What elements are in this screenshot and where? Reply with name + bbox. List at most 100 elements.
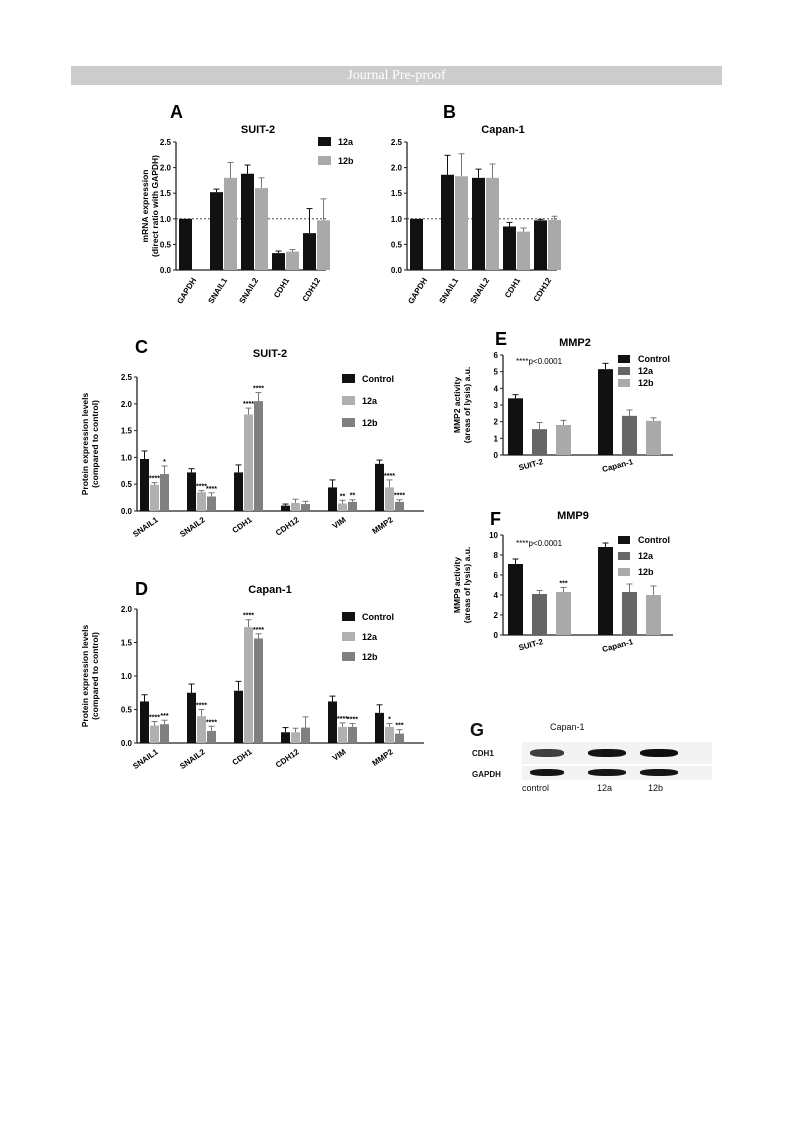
y-tick-label: 0.5 (160, 240, 172, 249)
bar (160, 724, 169, 743)
y-tick-label: 1.5 (391, 189, 403, 198)
chart-title: Capan-1 (481, 124, 524, 136)
bar (472, 177, 485, 270)
legend-swatch (618, 536, 630, 544)
significance-label: *** (160, 713, 168, 720)
blot-row-label-gapdh: GAPDH (472, 770, 501, 779)
chart-title: MMP2 (559, 337, 591, 349)
significance-label: *** (559, 581, 567, 588)
legend-label: Control (638, 535, 670, 545)
bar (187, 692, 196, 743)
significance-label: **** (196, 484, 207, 491)
y-tick-label: 1.0 (391, 215, 403, 224)
bar (348, 726, 357, 743)
y-tick-label: 1.5 (121, 639, 133, 648)
y-tick-label: 0.5 (391, 240, 403, 249)
bar (646, 595, 661, 635)
category-label: Capan-1 (601, 457, 634, 474)
blot-band (530, 769, 564, 776)
bar (598, 369, 613, 455)
legend-label: Control (362, 374, 394, 384)
blot-row-label-cdh1: CDH1 (472, 749, 494, 758)
panel-label-b: B (443, 102, 456, 122)
bar (272, 253, 285, 270)
bar (441, 174, 454, 270)
bar (140, 459, 149, 511)
blot-band (640, 769, 678, 776)
panel-label-f: F (490, 509, 501, 529)
bar (303, 233, 316, 270)
y-tick-label: 4 (494, 591, 499, 600)
category-label: Capan-1 (601, 637, 634, 654)
bar (140, 701, 149, 743)
bar (328, 701, 337, 743)
chart-panel-c: C SUIT-2 0.0 0.5 1.0 1.5 2.0 2.5 Protein express… (80, 337, 424, 539)
blot-band (588, 769, 626, 776)
y-tick-label: 2.5 (160, 138, 172, 147)
legend-swatch (342, 418, 355, 427)
y-axis-label-line: Protein expression levels (80, 624, 90, 727)
bar (317, 220, 330, 270)
legend-swatch (342, 396, 355, 405)
legend-label: 12a (362, 632, 378, 642)
significance-label: **** (337, 716, 348, 723)
blot-band (588, 749, 626, 757)
bar (532, 429, 547, 455)
legend-label: 12a (362, 396, 378, 406)
y-axis-label-line: MMP9 activity (452, 557, 462, 613)
bar (385, 726, 394, 743)
category-label: SNAIL2 (178, 747, 207, 771)
y-tick-label: 2 (494, 418, 499, 427)
bar (338, 726, 347, 743)
significance-label: **** (149, 715, 160, 722)
y-tick-label: 2.0 (391, 164, 403, 173)
chart-title: Capan-1 (248, 584, 291, 596)
y-tick-label: 0 (494, 631, 499, 640)
legend-label: 12b (362, 652, 378, 662)
bar (254, 401, 263, 511)
significance-label: **** (206, 486, 217, 493)
y-tick-label: 3 (494, 401, 499, 410)
y-tick-label: 8 (494, 551, 499, 560)
bar (486, 177, 499, 270)
legend-swatch (342, 612, 355, 621)
bar (179, 218, 192, 270)
bar (150, 725, 159, 743)
panel-label-g: G (470, 720, 485, 740)
significance-label: **** (253, 386, 264, 393)
chart-panel-e: E MMP2 0 1 2 3 4 5 6 MMP2 activity (areas of lysis… (452, 329, 673, 474)
bar (622, 415, 637, 455)
y-tick-label: 6 (494, 351, 499, 360)
bar (207, 730, 216, 743)
western-blot-panel: G Capan-1 CDH1 GAPDH control 12a 12b (460, 720, 730, 830)
bar (385, 487, 394, 511)
category-label: GAPDH (406, 276, 429, 305)
bar (646, 420, 661, 455)
lane-label-12a: 12a (597, 783, 613, 793)
bar (210, 192, 223, 270)
panel-label-c: C (135, 337, 148, 357)
y-tick-label: 0.0 (121, 739, 133, 748)
y-axis-label-line: (compared to control) (90, 400, 100, 488)
bar (395, 733, 404, 743)
category-label: CDH12 (532, 276, 554, 303)
y-axis-label: Protein expression levels (compared to co… (80, 624, 100, 727)
legend-swatch (618, 568, 630, 576)
bar (395, 501, 404, 511)
significance-label: * (388, 717, 391, 724)
bar (556, 425, 571, 455)
y-axis-label-line: (areas of lysis) a.u. (462, 547, 472, 624)
legend-swatch (342, 374, 355, 383)
chart-panel-f: F MMP9 0 2 4 6 8 10 MMP9 activity (areas of lysis… (452, 509, 673, 654)
category-label: SUIT-2 (518, 457, 545, 472)
y-axis-label-line: Protein expression levels (80, 392, 90, 495)
legend-label: 12a (638, 366, 654, 376)
bar (197, 716, 206, 743)
panel-label-d: D (135, 579, 148, 599)
category-label: SNAIL2 (178, 515, 207, 539)
category-label: CDH1 (272, 276, 291, 300)
y-axis-label-line: (areas of lysis) a.u. (462, 367, 472, 444)
y-tick-label: 1.5 (121, 427, 133, 436)
significance-label: **** (347, 717, 358, 724)
chart-title: SUIT-2 (241, 124, 275, 136)
